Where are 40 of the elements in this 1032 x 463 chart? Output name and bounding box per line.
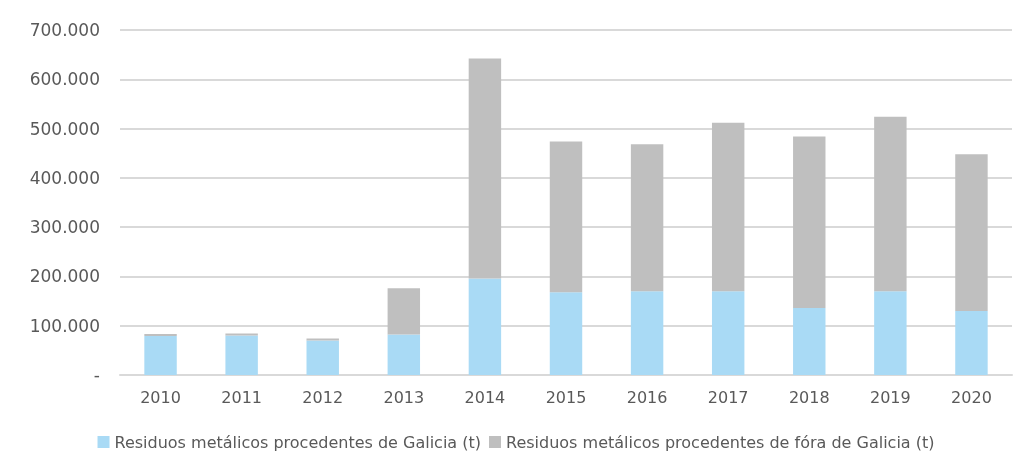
x-tick-label: 2016 [626,387,668,407]
bar [387,288,421,335]
y-tick-label: 400.000 [29,167,100,188]
bar [549,141,583,293]
bar [387,334,421,375]
bar [468,278,502,375]
y-tick-label: 300.000 [29,217,100,238]
bar [793,136,826,308]
bar [874,291,907,375]
legend-label: Residuos metálicos procedentes de Galicia (t) [114,432,482,452]
x-tick-label: 2010 [140,387,181,407]
x-tick-label: 2011 [221,387,262,407]
bar [630,144,664,292]
y-tick-label: 600.000 [29,69,100,90]
bar [225,335,258,375]
bar [630,291,664,375]
y-tick-label: 700.000 [29,20,100,40]
y-tick-label: - [93,365,100,385]
bar [711,122,745,292]
x-tick-label: 2014 [464,387,506,407]
legend-label: Residuos metálicos procedentes de fóra de Galicia (t) [506,432,935,452]
bar [549,292,583,375]
x-tick-label: 2012 [302,387,344,407]
x-tick-label: 2017 [707,387,749,407]
y-tick-label: 500.000 [29,118,100,139]
bar [793,307,826,375]
y-tick-label: 100.000 [29,315,100,336]
x-tick-label: 2015 [545,387,587,407]
y-tick-label: 200.000 [29,266,100,287]
bar [468,58,502,279]
x-tick-label: 2019 [870,387,911,407]
x-tick-label: 2018 [788,387,830,407]
bar [144,336,177,375]
bar [955,154,988,311]
bar [955,310,988,375]
bar [306,340,339,375]
bar [711,291,745,375]
bar [874,116,907,292]
x-tick-label: 2020 [951,387,992,407]
x-tick-label: 2013 [383,387,425,407]
